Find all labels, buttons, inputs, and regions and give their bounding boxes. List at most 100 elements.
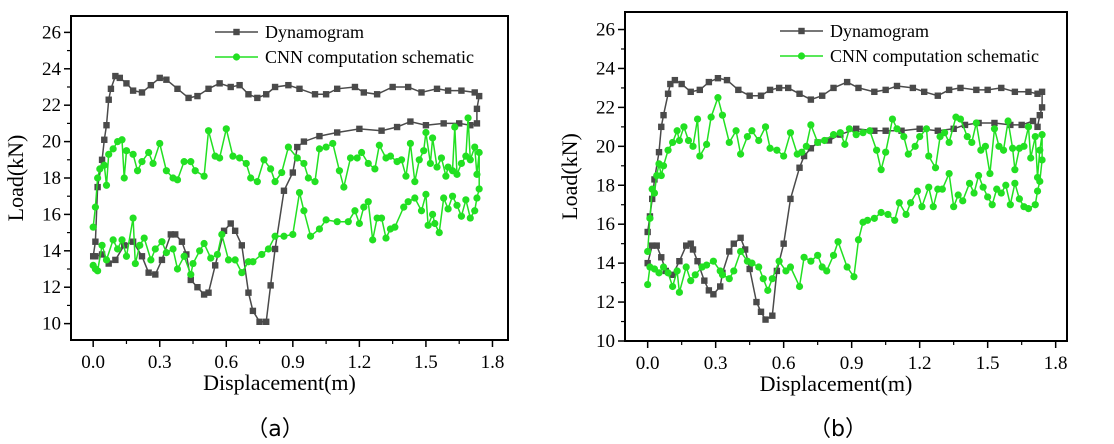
y-tick-label: 26 (596, 20, 615, 41)
data-point (730, 267, 738, 275)
data-point (830, 84, 837, 92)
data-point (646, 214, 654, 222)
data-point (133, 167, 142, 175)
data-point (730, 240, 737, 247)
y-tick-label: 14 (596, 253, 616, 274)
data-point (759, 275, 767, 283)
data-point (207, 254, 215, 262)
data-point (820, 136, 829, 145)
data-point (205, 85, 212, 93)
data-point (986, 169, 994, 178)
data-point (238, 242, 246, 249)
series-line (92, 75, 481, 323)
data-point (979, 183, 987, 191)
data-point (466, 214, 474, 222)
data-point (959, 197, 967, 205)
y-tick-label: 18 (42, 168, 61, 189)
data-point (285, 81, 292, 89)
data-point (786, 129, 795, 137)
data-point (136, 241, 144, 249)
data-point (471, 207, 479, 215)
data-point (798, 148, 806, 156)
x-tick-label: 0.0 (81, 352, 105, 373)
data-point (895, 199, 903, 207)
data-point (710, 291, 717, 298)
data-point (138, 89, 146, 96)
data-point (814, 138, 822, 147)
data-point (249, 307, 257, 315)
data-point (671, 76, 679, 84)
data-point (448, 192, 457, 200)
data-point (664, 146, 672, 154)
data-point (280, 187, 288, 194)
data-point (433, 163, 441, 171)
data-point (999, 146, 1008, 154)
data-point (925, 152, 933, 160)
data-point (800, 253, 808, 261)
data-point (726, 248, 733, 255)
data-point (755, 136, 763, 145)
y-tick-label: 14 (42, 241, 62, 262)
panel-caption: （a） (246, 417, 303, 442)
data-point (921, 88, 928, 96)
x-tick-label: 1.8 (481, 352, 505, 373)
data-point (684, 136, 693, 145)
data-point (970, 189, 978, 197)
data-point (882, 148, 890, 156)
data-point (687, 240, 694, 247)
data-point (475, 185, 483, 193)
y-tick-label: 22 (42, 95, 61, 116)
data-point (315, 225, 324, 233)
data-point (859, 218, 867, 226)
series-cnn (644, 94, 1046, 296)
data-point (178, 238, 186, 245)
data-point (725, 275, 733, 283)
data-point (667, 80, 674, 88)
data-point (807, 257, 815, 265)
data-point (254, 94, 261, 102)
data-point (993, 185, 1001, 193)
data-point (694, 257, 701, 265)
data-point (1034, 90, 1041, 97)
data-point (929, 203, 937, 211)
data-point (451, 123, 459, 131)
data-point (158, 256, 166, 264)
data-point (819, 92, 826, 99)
data-point (991, 119, 998, 127)
data-point (680, 123, 688, 131)
data-point (152, 271, 159, 278)
data-point (882, 86, 889, 94)
data-point (836, 129, 844, 137)
x-tick-label: 0.9 (281, 352, 305, 373)
data-point (116, 74, 124, 82)
data-point (163, 76, 170, 83)
data-point (649, 242, 656, 249)
data-point (213, 250, 222, 259)
data-point (378, 127, 385, 134)
data-point (709, 257, 718, 265)
data-point (440, 120, 447, 127)
data-point (333, 218, 341, 226)
data-point (289, 169, 297, 176)
data-point (113, 245, 122, 253)
data-point (333, 85, 341, 93)
data-point (340, 183, 348, 191)
data-point (231, 256, 239, 264)
data-point (800, 152, 808, 160)
data-point (676, 257, 683, 265)
data-point (1006, 201, 1014, 209)
data-point (1027, 154, 1035, 162)
data-point (735, 86, 742, 94)
data-point (934, 92, 941, 99)
data-point (131, 259, 139, 268)
data-point (669, 282, 677, 291)
data-point (140, 234, 148, 242)
data-point (351, 207, 359, 215)
data-point (373, 91, 381, 98)
data-point (669, 138, 677, 147)
data-point (780, 152, 788, 160)
data-point (353, 154, 361, 162)
data-point (1038, 104, 1046, 111)
data-point (934, 185, 942, 193)
data-point (145, 269, 152, 276)
